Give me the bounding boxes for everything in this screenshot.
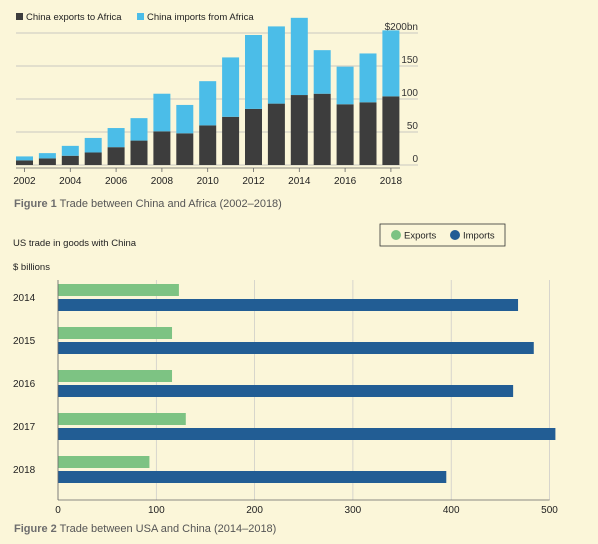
y-tick-label: 50 <box>407 121 419 132</box>
bar-imports <box>382 30 400 97</box>
bar-imports <box>58 299 519 311</box>
unit-label: $ billions <box>13 262 50 273</box>
x-tick-label: 2016 <box>334 176 357 187</box>
y-tick-label: 0 <box>412 154 418 165</box>
bar-imports <box>61 145 79 156</box>
x-tick-label: 2008 <box>151 176 174 187</box>
bar-imports <box>245 34 262 109</box>
y-tick-label: $200bn <box>385 22 418 33</box>
x-tick-label: 400 <box>443 505 460 516</box>
bar-imports <box>84 137 102 153</box>
bar-imports <box>336 66 354 105</box>
x-tick-label: 2006 <box>105 176 128 187</box>
bar-exports <box>290 95 308 165</box>
y-tick-label: 2017 <box>13 422 36 433</box>
bar-exports <box>84 152 102 165</box>
bar-exports <box>176 133 194 165</box>
bar-imports <box>58 342 534 354</box>
bar-imports <box>222 57 240 117</box>
bar-exports <box>58 456 150 468</box>
bar-imports <box>58 385 514 397</box>
bar-exports <box>58 413 186 425</box>
bar-imports <box>290 17 308 96</box>
bar-imports <box>313 50 331 94</box>
bar-exports <box>267 103 285 165</box>
legend-box <box>379 223 506 247</box>
x-tick-label: 2018 <box>380 176 403 187</box>
legend-label-imports: Imports <box>463 231 495 242</box>
figure1-caption-label: Figure 1 <box>14 198 57 210</box>
bar-imports <box>267 26 285 104</box>
bar-exports <box>313 93 331 165</box>
bar-imports <box>199 81 217 126</box>
y-tick-label: 2014 <box>13 293 36 304</box>
bar-imports <box>130 118 148 141</box>
bar-imports <box>107 128 125 148</box>
figure1-caption: Figure 1 Trade between China and Africa … <box>14 198 282 210</box>
y-tick-label: 150 <box>401 55 418 66</box>
bar-exports <box>382 96 400 165</box>
x-tick-label: 500 <box>541 505 558 516</box>
bar-exports <box>58 370 173 382</box>
y-tick-label: 2015 <box>13 336 36 347</box>
china-africa-trade-chart: China exports to Africa China imports fro… <box>13 12 419 187</box>
x-tick-label: 200 <box>246 505 263 516</box>
bar-exports <box>16 160 33 165</box>
figure2-caption: Figure 2 Trade between USA and China (20… <box>14 523 276 535</box>
legend-label-imports: China imports from Africa <box>147 12 254 23</box>
y-tick-label: 2016 <box>13 379 36 390</box>
bar-exports <box>58 284 179 296</box>
figure1-caption-text: Trade between China and Africa (2002–201… <box>56 198 282 210</box>
x-tick-label: 2010 <box>197 176 220 187</box>
x-tick-label: 2002 <box>13 176 36 187</box>
legend-swatch-imports <box>137 13 144 20</box>
bar-exports <box>107 147 125 165</box>
bar-exports <box>199 125 217 165</box>
bar-exports <box>222 116 240 165</box>
figure2-caption-label: Figure 2 <box>14 523 57 535</box>
bar-exports <box>359 102 377 165</box>
legend-swatch-exports <box>16 13 23 20</box>
x-tick-label: 2014 <box>288 176 311 187</box>
legend-label-exports: Exports <box>404 231 436 242</box>
bar-imports <box>359 53 377 103</box>
x-tick-label: 2012 <box>242 176 265 187</box>
bar-imports <box>153 93 171 132</box>
legend-marker-exports <box>391 230 401 240</box>
bar-exports <box>38 158 56 165</box>
bar-imports <box>58 428 556 440</box>
bar-imports <box>58 471 447 483</box>
y-tick-label: 2018 <box>13 465 36 476</box>
x-tick-label: 0 <box>55 505 61 516</box>
figure2-caption-text: Trade between USA and China (2014–2018) <box>56 523 277 535</box>
bar-exports <box>336 104 354 165</box>
bar-exports <box>245 108 262 165</box>
legend-marker-imports <box>450 230 460 240</box>
bar-exports <box>130 140 148 165</box>
x-tick-label: 300 <box>345 505 362 516</box>
x-tick-label: 100 <box>148 505 165 516</box>
bar-exports <box>61 155 79 165</box>
bar-imports <box>176 104 194 134</box>
y-tick-label: 100 <box>401 88 418 99</box>
legend-label-exports: China exports to Africa <box>26 12 122 23</box>
bar-exports <box>153 131 171 165</box>
chart-title: US trade in goods with China <box>13 238 137 249</box>
x-tick-label: 2004 <box>59 176 82 187</box>
bar-exports <box>58 327 173 339</box>
bar-imports <box>38 153 56 159</box>
bar-imports <box>16 156 33 161</box>
